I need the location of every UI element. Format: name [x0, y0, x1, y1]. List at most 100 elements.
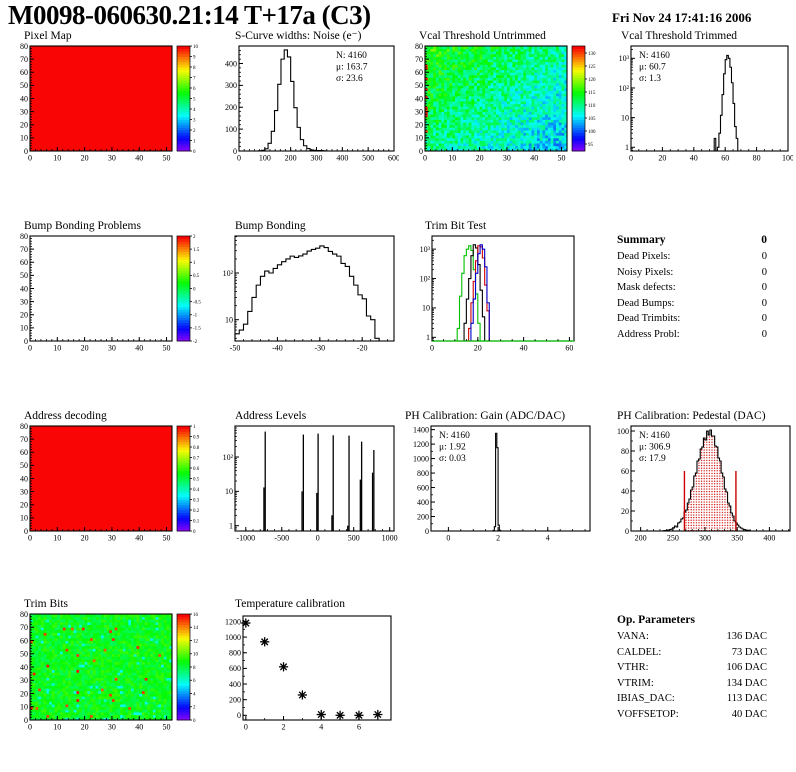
svg-text:400: 400 — [417, 498, 429, 507]
ph-pedestal-plot: 200 250 300 350 400 0 20 40 60 80 100 N: 4160 μ: 306… — [617, 425, 791, 543]
svg-text:70: 70 — [415, 55, 423, 64]
svg-text:N: 4160: N: 4160 — [336, 51, 367, 61]
svg-text:0: 0 — [446, 534, 450, 543]
svg-text:40: 40 — [530, 154, 538, 163]
svg-text:μ: 306.9: μ: 306.9 — [639, 443, 671, 453]
svg-text:50: 50 — [20, 271, 28, 280]
svg-text:500: 500 — [348, 534, 360, 543]
op-label: VTHR: — [617, 662, 649, 673]
chart-ph-gain: PH Calibration: Gain (ADC/DAC) 0 2 4 0 200 40… — [403, 410, 595, 545]
chart-address-decoding: Address decoding 0 10 20 30 40 50 0 10 20 30 40 50 6… — [8, 410, 208, 545]
svg-text:10: 10 — [53, 154, 61, 163]
svg-text:60: 60 — [415, 68, 423, 77]
op-row-ibias-dac: IBIAS_DAC: 113 DAC — [617, 691, 767, 707]
svg-text:60: 60 — [20, 68, 28, 77]
svg-text:5: 5 — [193, 97, 196, 102]
svg-text:100: 100 — [259, 154, 271, 163]
op-parameters-block: Op. Parameters VANA: 136 DAC CALDEL: 73 DA… — [617, 614, 767, 722]
summary-label: Dead Trimbits: — [617, 313, 681, 324]
svg-text:95: 95 — [588, 143, 594, 148]
chart-bump-bonding: Bump Bonding -50 -40 -30 -20 10 10² — [213, 220, 399, 355]
svg-text:-20: -20 — [357, 344, 368, 353]
svg-text:-40: -40 — [272, 344, 283, 353]
summary-label: Noisy Pixels: — [617, 266, 674, 278]
op-parameters-header: Op. Parameters — [617, 614, 767, 626]
svg-text:20: 20 — [658, 154, 666, 163]
svg-text:0: 0 — [625, 527, 629, 536]
svg-text:100: 100 — [617, 427, 629, 436]
svg-text:0: 0 — [28, 344, 32, 353]
svg-text:10²: 10² — [619, 84, 630, 93]
summary-row-dead-pixels: Dead Pixels: 0 — [617, 249, 767, 265]
svg-text:300: 300 — [225, 81, 237, 90]
svg-text:0: 0 — [425, 527, 429, 536]
svg-text:50: 50 — [558, 154, 566, 163]
op-row-vtrim: VTRIM: 134 DAC — [617, 676, 767, 692]
chart-title-pixel-map: Pixel Map — [24, 30, 72, 42]
svg-text:300: 300 — [311, 154, 323, 163]
svg-text:50: 50 — [163, 154, 171, 163]
svg-text:250: 250 — [667, 534, 679, 543]
op-value: 106 DAC — [726, 662, 767, 673]
summary-header: Summary 0 — [617, 234, 767, 246]
svg-text:0.8: 0.8 — [193, 446, 200, 451]
summary-row-dead-bumps: Dead Bumps: 0 — [617, 296, 767, 312]
svg-text:20: 20 — [476, 154, 484, 163]
bump-bonding-problems-plot: 0 10 20 30 40 50 0 10 20 30 40 50 60 70 80 2 1.5 1 0.5 0 -0.… — [20, 233, 201, 353]
summary-row-address-probl: Address Probl: 0 — [617, 327, 767, 343]
svg-text:60: 60 — [721, 154, 729, 163]
chart-title-ph-gain: PH Calibration: Gain (ADC/DAC) — [405, 410, 566, 422]
svg-text:50: 50 — [163, 534, 171, 543]
svg-text:-0.5: -0.5 — [193, 300, 201, 305]
svg-text:4: 4 — [546, 534, 550, 543]
svg-text:400: 400 — [336, 154, 348, 163]
chart-address-levels: Address Levels -1000 -500 0 500 1000 1 10 10² — [213, 410, 399, 545]
svg-text:20: 20 — [81, 154, 89, 163]
svg-text:μ: 1.92: μ: 1.92 — [439, 443, 466, 453]
svg-text:6: 6 — [193, 87, 196, 92]
svg-text:30: 30 — [108, 344, 116, 353]
vcal-trimmed-plot: 0 20 40 60 80 100 1 10 10² 10³ N: 4160 μ: 60.7σ: 1.… — [619, 45, 793, 163]
svg-text:20: 20 — [20, 501, 28, 510]
svg-text:0.5: 0.5 — [193, 274, 200, 279]
svg-text:70: 70 — [20, 55, 28, 64]
svg-text:800: 800 — [417, 469, 429, 478]
svg-text:10: 10 — [53, 344, 61, 353]
svg-text:10: 10 — [193, 45, 199, 50]
svg-text:40: 40 — [135, 534, 143, 543]
svg-text:10: 10 — [415, 134, 423, 143]
summary-value: 0 — [761, 297, 767, 309]
svg-text:30: 30 — [20, 487, 28, 496]
svg-text:80: 80 — [20, 43, 28, 51]
svg-text:0: 0 — [233, 147, 237, 156]
svg-text:10: 10 — [53, 534, 61, 543]
chart-title-temperature-calibration: Temperature calibration — [235, 598, 345, 610]
svg-text:80: 80 — [20, 423, 28, 431]
svg-text:0: 0 — [193, 530, 196, 535]
svg-text:2: 2 — [193, 129, 196, 134]
chart-title-address-decoding: Address decoding — [24, 410, 107, 422]
svg-text:2: 2 — [496, 534, 500, 543]
svg-text:80: 80 — [20, 233, 28, 241]
svg-text:1: 1 — [426, 333, 430, 342]
summary-label: Address Probl: — [617, 328, 680, 340]
svg-text:70: 70 — [20, 435, 28, 444]
svg-text:0: 0 — [193, 287, 196, 292]
svg-text:125: 125 — [588, 65, 596, 70]
chart-title-scurve-noise: S-Curve widths: Noise (e⁻) — [235, 30, 362, 42]
chart-pixel-map: Pixel Map 0 10 20 30 40 50 0 10 20 30 40 50 60 70 80 10… — [8, 30, 208, 165]
svg-text:0: 0 — [193, 150, 196, 155]
svg-text:0.7: 0.7 — [193, 456, 200, 461]
chart-ph-pedestal: PH Calibration: Pedestal (DAC) 200 250 300… — [607, 410, 795, 545]
svg-text:0.6: 0.6 — [193, 467, 200, 472]
svg-text:100: 100 — [225, 125, 237, 134]
svg-text:60: 60 — [621, 467, 629, 476]
summary-label: Dead Pixels: — [617, 251, 671, 262]
svg-text:40: 40 — [621, 487, 629, 496]
svg-text:9: 9 — [193, 55, 196, 60]
svg-text:0: 0 — [24, 527, 28, 536]
svg-text:10: 10 — [20, 514, 28, 523]
summary-row-mask-defects: Mask defects: 0 — [617, 280, 767, 296]
